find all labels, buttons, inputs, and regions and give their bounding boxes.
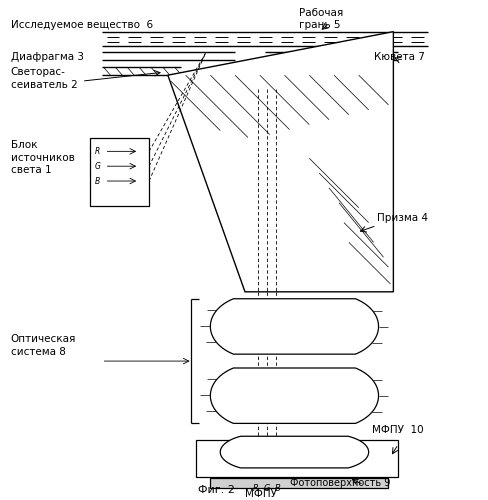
Polygon shape — [220, 436, 368, 468]
Text: Блок
источников
света 1: Блок источников света 1 — [11, 140, 74, 175]
Text: Исследуемое вещество  6: Исследуемое вещество 6 — [11, 20, 152, 30]
Text: B: B — [95, 176, 100, 186]
Text: G: G — [95, 162, 101, 170]
Text: Светорас-
сеиватель 2: Светорас- сеиватель 2 — [11, 68, 77, 90]
Text: B: B — [274, 484, 280, 492]
Text: Кювета 7: Кювета 7 — [373, 52, 424, 62]
Text: Оптическая
система 8: Оптическая система 8 — [11, 334, 76, 357]
Polygon shape — [210, 368, 378, 424]
Text: R: R — [95, 147, 100, 156]
Polygon shape — [195, 440, 398, 477]
Text: Фиг. 2: Фиг. 2 — [197, 484, 234, 494]
Text: МФПУ: МФПУ — [244, 488, 276, 498]
Text: Фотоповерхность 9: Фотоповерхность 9 — [289, 478, 389, 488]
Polygon shape — [210, 478, 387, 488]
Text: Призма 4: Призма 4 — [376, 212, 427, 222]
Text: Рабочая
грань 5: Рабочая грань 5 — [299, 8, 343, 30]
Text: Диафрагма 3: Диафрагма 3 — [11, 52, 83, 62]
Polygon shape — [89, 138, 149, 206]
Polygon shape — [210, 299, 378, 354]
Polygon shape — [167, 32, 392, 292]
Text: МФПУ  10: МФПУ 10 — [371, 426, 423, 436]
Text: R: R — [252, 484, 258, 492]
Text: G: G — [263, 484, 269, 492]
